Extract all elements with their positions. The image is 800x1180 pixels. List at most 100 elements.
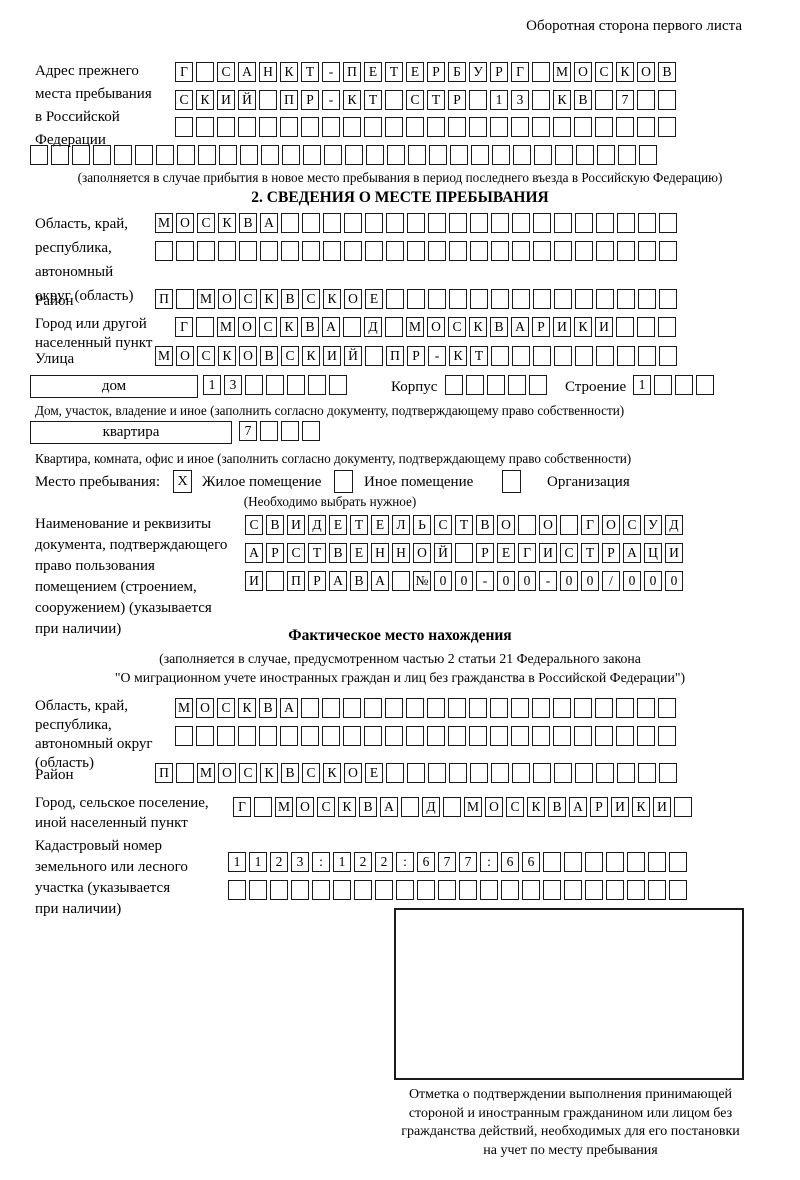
char-box[interactable]: И [611,797,629,817]
char-box[interactable]: 1 [249,852,267,872]
char-box[interactable] [427,698,445,718]
char-box[interactable]: 1 [203,375,221,395]
char-box[interactable]: 7 [616,90,634,110]
char-box[interactable]: О [485,797,503,817]
char-box[interactable] [470,289,488,309]
char-box[interactable] [176,289,194,309]
char-box[interactable] [522,880,540,900]
char-box[interactable]: О [427,317,445,337]
char-box[interactable]: О [218,289,236,309]
char-box[interactable]: И [595,317,613,337]
char-box[interactable]: : [396,852,414,872]
char-box[interactable]: Р [590,797,608,817]
char-box[interactable]: А [280,698,298,718]
char-box[interactable]: О [218,763,236,783]
char-box[interactable]: - [428,346,446,366]
char-box[interactable] [176,763,194,783]
char-box[interactable]: С [302,289,320,309]
char-box[interactable] [429,145,447,165]
char-box[interactable]: А [371,571,389,591]
char-box[interactable] [616,317,634,337]
char-box[interactable] [392,571,410,591]
char-box[interactable]: - [322,62,340,82]
char-box[interactable] [449,213,467,233]
char-box[interactable] [408,145,426,165]
char-box[interactable]: 1 [333,852,351,872]
char-box[interactable] [51,145,69,165]
char-box[interactable] [406,698,424,718]
char-box[interactable]: П [155,763,173,783]
char-box[interactable] [375,880,393,900]
char-box[interactable] [302,241,320,261]
char-box[interactable] [597,145,615,165]
char-box[interactable]: - [322,90,340,110]
char-box[interactable]: И [665,543,683,563]
char-box[interactable] [260,241,278,261]
char-box[interactable] [658,90,676,110]
char-box[interactable] [281,213,299,233]
char-box[interactable]: Т [308,543,326,563]
char-box[interactable]: У [469,62,487,82]
char-box[interactable]: Т [470,346,488,366]
char-box[interactable]: В [329,543,347,563]
char-box[interactable]: П [386,346,404,366]
char-box[interactable] [280,726,298,746]
char-box[interactable] [282,145,300,165]
char-box[interactable]: С [245,515,263,535]
char-box[interactable] [470,763,488,783]
char-box[interactable] [428,241,446,261]
char-box[interactable]: С [406,90,424,110]
char-box[interactable] [469,698,487,718]
char-box[interactable]: И [287,515,305,535]
char-box[interactable] [301,698,319,718]
char-box[interactable]: К [260,289,278,309]
char-box[interactable] [281,421,299,441]
char-box[interactable] [407,213,425,233]
char-box[interactable]: Д [422,797,440,817]
char-box[interactable] [533,346,551,366]
char-box[interactable] [155,241,173,261]
char-box[interactable]: О [176,346,194,366]
char-box[interactable]: К [218,213,236,233]
char-box[interactable] [217,117,235,137]
char-box[interactable]: С [217,62,235,82]
char-box[interactable] [312,880,330,900]
char-box[interactable]: В [281,289,299,309]
char-box[interactable]: В [658,62,676,82]
char-box[interactable] [553,117,571,137]
char-box[interactable] [302,213,320,233]
char-box[interactable] [508,375,526,395]
char-box[interactable] [585,880,603,900]
char-box[interactable]: 0 [518,571,536,591]
char-box[interactable] [575,289,593,309]
char-box[interactable] [554,763,572,783]
char-box[interactable]: С [287,543,305,563]
char-box[interactable]: С [623,515,641,535]
char-box[interactable]: / [602,571,620,591]
char-box[interactable]: С [175,90,193,110]
char-box[interactable]: М [275,797,293,817]
char-box[interactable]: К [449,346,467,366]
char-box[interactable]: Е [364,62,382,82]
char-box[interactable] [529,375,547,395]
char-box[interactable]: 0 [434,571,452,591]
char-box[interactable]: С [434,515,452,535]
char-box[interactable]: 0 [560,571,578,591]
char-box[interactable]: К [238,698,256,718]
char-box[interactable] [469,117,487,137]
char-box[interactable] [606,852,624,872]
char-box[interactable] [696,375,714,395]
char-box[interactable]: В [490,317,508,337]
char-box[interactable] [617,241,635,261]
char-box[interactable] [492,145,510,165]
char-box[interactable] [491,241,509,261]
char-box[interactable]: И [553,317,571,337]
char-box[interactable]: Р [476,543,494,563]
char-box[interactable] [238,726,256,746]
char-box[interactable] [469,726,487,746]
char-box[interactable]: Р [266,543,284,563]
char-box[interactable] [266,375,284,395]
char-box[interactable] [511,726,529,746]
char-box[interactable]: Е [329,515,347,535]
char-box[interactable]: 0 [581,571,599,591]
